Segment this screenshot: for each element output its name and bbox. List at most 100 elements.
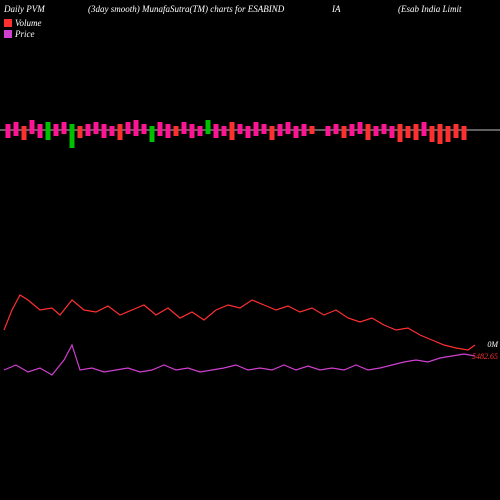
pvm-bar <box>142 130 147 134</box>
pvm-bar <box>206 120 211 130</box>
pvm-bar <box>262 124 267 130</box>
pvm-bar <box>110 126 115 130</box>
pvm-bar <box>414 124 419 130</box>
pvm-bar <box>310 126 315 130</box>
pvm-bar <box>38 130 43 138</box>
pvm-bar <box>270 126 275 130</box>
pvm-bar <box>222 130 227 136</box>
pvm-bar <box>270 130 275 140</box>
pvm-bar <box>366 130 371 140</box>
pvm-bar <box>22 126 27 130</box>
pvm-bar <box>182 122 187 130</box>
pvm-bar <box>54 130 59 136</box>
pvm-bar <box>310 130 315 134</box>
pvm-bar <box>62 122 67 130</box>
pvm-bar <box>54 124 59 130</box>
pvm-bar <box>118 124 123 130</box>
pvm-bar <box>374 126 379 130</box>
pvm-bar <box>446 126 451 130</box>
pvm-bar <box>430 126 435 130</box>
pvm-bar <box>214 124 219 130</box>
pvm-bar <box>254 122 259 130</box>
pvm-bar <box>302 130 307 136</box>
pvm-bar <box>382 130 387 134</box>
pvm-bar <box>46 122 51 130</box>
pvm-bar <box>286 122 291 130</box>
pvm-bar <box>94 122 99 130</box>
pvm-bar <box>158 130 163 136</box>
pvm-bar <box>462 126 467 130</box>
pvm-bar <box>214 130 219 138</box>
pvm-bar <box>350 124 355 130</box>
pvm-bar <box>126 130 131 134</box>
pvm-bar <box>182 130 187 134</box>
pvm-bar <box>94 130 99 134</box>
pvm-bar <box>246 126 251 130</box>
pvm-bar <box>302 124 307 130</box>
pvm-bar <box>110 130 115 136</box>
pvm-bar <box>150 130 155 142</box>
pvm-bar <box>62 130 67 134</box>
pvm-bar <box>230 122 235 130</box>
pvm-bar <box>398 130 403 142</box>
pvm-bar <box>190 124 195 130</box>
pvm-bar <box>326 130 331 136</box>
pvm-bar <box>30 130 35 134</box>
pvm-bar <box>438 124 443 130</box>
pvm-bar <box>294 126 299 130</box>
pvm-bar <box>78 130 83 138</box>
pvm-bar <box>6 124 11 130</box>
pvm-bar <box>366 124 371 130</box>
pvm-bar <box>14 130 19 136</box>
pvm-bar <box>6 130 11 138</box>
pvm-bar <box>286 130 291 134</box>
pvm-bar <box>118 130 123 140</box>
pvm-bar <box>430 130 435 142</box>
pvm-bar <box>22 130 27 140</box>
pvm-bar <box>390 130 395 138</box>
pvm-bar <box>390 126 395 130</box>
pvm-bar <box>398 124 403 130</box>
pvm-bar <box>30 120 35 130</box>
pvm-bar <box>406 126 411 130</box>
pvm-bar <box>198 126 203 130</box>
pvm-bar <box>334 130 339 134</box>
pvm-bar <box>14 122 19 130</box>
pvm-bar <box>70 130 75 148</box>
pvm-bar <box>142 124 147 130</box>
pvm-bar <box>334 124 339 130</box>
pvm-bar <box>134 130 139 136</box>
pvm-bar <box>454 130 459 138</box>
pvm-bar <box>174 130 179 136</box>
pvm-bar <box>438 130 443 144</box>
pvm-bar <box>406 130 411 138</box>
chart-svg <box>0 0 500 500</box>
pvm-bar <box>414 130 419 140</box>
pvm-bar <box>342 126 347 130</box>
pvm-bar <box>222 126 227 130</box>
pvm-bar <box>206 130 211 134</box>
price-line <box>4 345 475 375</box>
pvm-bar <box>278 124 283 130</box>
pvm-bar <box>278 130 283 136</box>
pvm-bar <box>126 122 131 130</box>
pvm-bar <box>78 126 83 130</box>
pvm-bar <box>350 130 355 136</box>
volume-line <box>4 295 475 350</box>
pvm-bar <box>358 122 363 130</box>
pvm-bar <box>374 130 379 136</box>
pvm-bar <box>326 126 331 130</box>
pvm-bar <box>238 130 243 134</box>
pvm-bar <box>238 124 243 130</box>
end-label-price: 5482.65 <box>472 352 498 361</box>
pvm-bar <box>134 120 139 130</box>
pvm-bar <box>294 130 299 138</box>
pvm-bar <box>422 130 427 136</box>
pvm-bar <box>230 130 235 140</box>
pvm-bar <box>358 130 363 134</box>
pvm-bar <box>342 130 347 138</box>
pvm-bar <box>446 130 451 142</box>
pvm-bar <box>86 130 91 136</box>
end-label-volume: 0M <box>487 340 498 349</box>
pvm-bar <box>166 124 171 130</box>
